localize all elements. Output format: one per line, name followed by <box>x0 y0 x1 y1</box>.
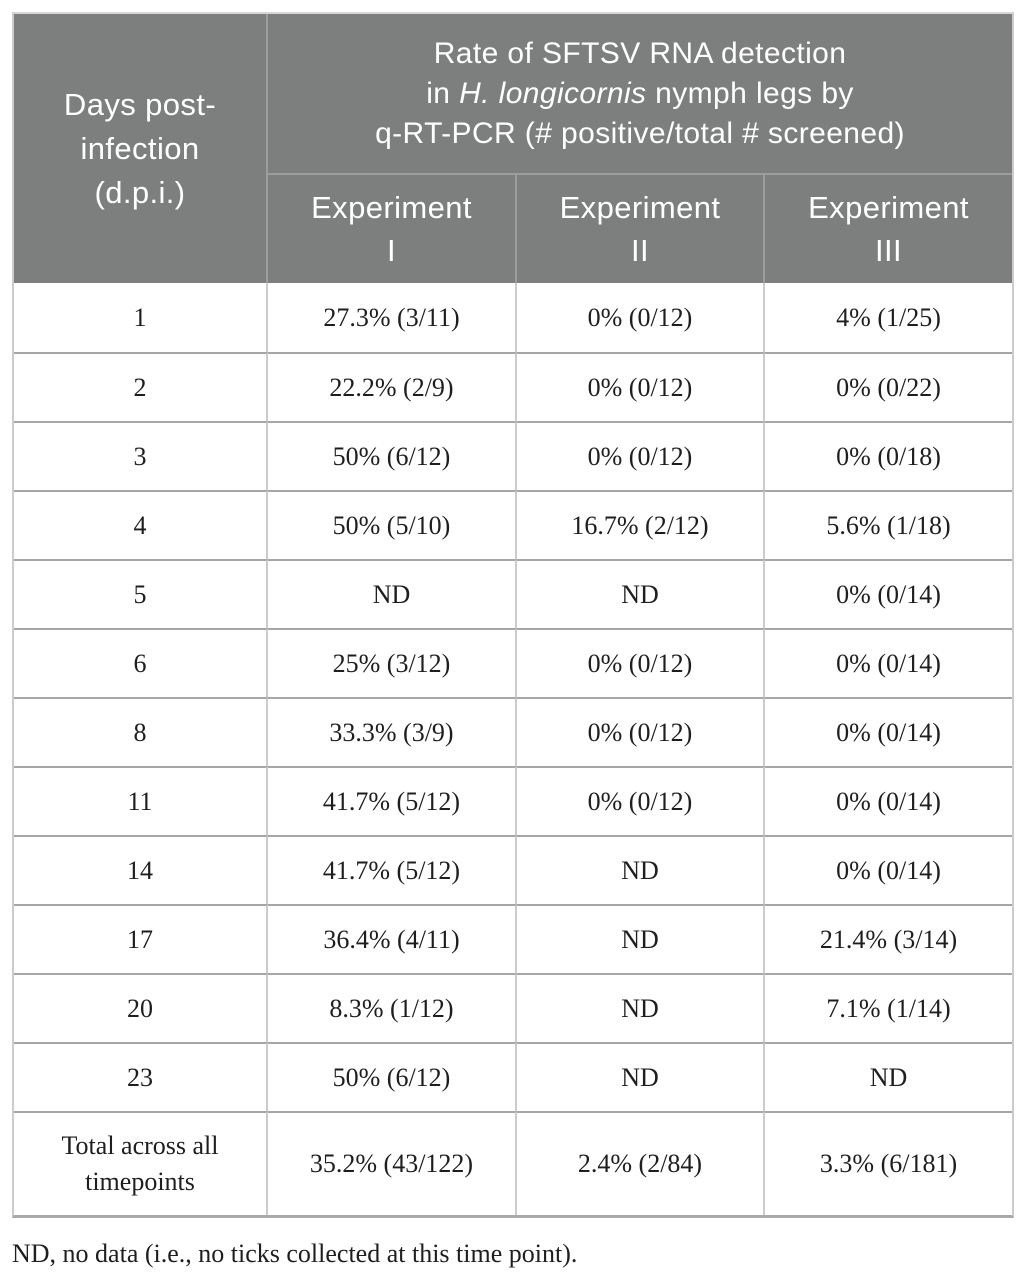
experiment-2-value-cell: 0% (0/12) <box>517 283 765 352</box>
dpi-cell: 11 <box>14 766 268 835</box>
column-group-header-detection-rate: Rate of SFTSV RNA detection in H. longic… <box>268 14 1013 175</box>
experiment-1-value-cell: 8.3% (1/12) <box>268 973 517 1042</box>
table-body: 1 27.3% (3/11) 0% (0/12) 4% (1/25) 2 22.… <box>14 283 1013 1215</box>
table-row-total: Total across all timepoints 35.2% (43/12… <box>14 1111 1013 1215</box>
corner-header-line3: (d.p.i.) <box>94 174 186 210</box>
span-header-line2: in H. longicornis nymph legs by <box>268 74 1012 114</box>
experiment-1-value-cell: 50% (6/12) <box>268 1042 517 1111</box>
experiment-1-value-cell: 27.3% (3/11) <box>268 283 517 352</box>
table-row: 2 22.2% (2/9) 0% (0/12) 0% (0/22) <box>14 352 1013 421</box>
dpi-cell: 23 <box>14 1042 268 1111</box>
experiment-2-value-cell: ND <box>517 973 765 1042</box>
experiment-2-value-cell: ND <box>517 904 765 973</box>
experiment-2-value-cell: 16.7% (2/12) <box>517 490 765 559</box>
species-name-italic: H. longicornis <box>459 76 647 110</box>
experiment-1-value-cell: 50% (6/12) <box>268 421 517 490</box>
column-header-experiment-3: Experiment III <box>765 175 1013 283</box>
experiment-3-word: Experiment <box>808 190 969 225</box>
experiment-3-numeral: III <box>874 233 903 268</box>
experiment-1-value-cell: 50% (5/10) <box>268 490 517 559</box>
experiment-1-value-cell: 41.7% (5/12) <box>268 835 517 904</box>
span-header-line1: Rate of SFTSV RNA detection <box>433 36 847 70</box>
experiment-3-value-cell: 5.6% (1/18) <box>765 490 1013 559</box>
table-row: 20 8.3% (1/12) ND 7.1% (1/14) <box>14 973 1013 1042</box>
dpi-cell: 3 <box>14 421 268 490</box>
dpi-cell: 20 <box>14 973 268 1042</box>
experiment-3-value-cell: 0% (0/14) <box>765 559 1013 628</box>
dpi-cell: 2 <box>14 352 268 421</box>
experiment-2-value-cell: ND <box>517 835 765 904</box>
experiment-2-word: Experiment <box>559 190 721 225</box>
experiment-3-value-cell: 0% (0/14) <box>765 835 1013 904</box>
experiment-3-value-cell: 0% (0/14) <box>765 697 1013 766</box>
experiment-3-value-cell: 0% (0/14) <box>765 628 1013 697</box>
table-row: 1 27.3% (3/11) 0% (0/12) 4% (1/25) <box>14 283 1013 352</box>
experiment-3-value-cell: 0% (0/18) <box>765 421 1013 490</box>
experiment-1-value-cell: 41.7% (5/12) <box>268 766 517 835</box>
total-label-cell: Total across all timepoints <box>14 1111 268 1215</box>
experiment-2-value-cell: ND <box>517 1042 765 1111</box>
table-row: 8 33.3% (3/9) 0% (0/12) 0% (0/14) <box>14 697 1013 766</box>
experiment-2-value-cell: 0% (0/12) <box>517 697 765 766</box>
experiment-1-value-cell: ND <box>268 559 517 628</box>
dpi-cell: 17 <box>14 904 268 973</box>
experiment-3-value-cell: ND <box>765 1042 1013 1111</box>
span-header-line2-suffix: nymph legs by <box>646 76 854 110</box>
experiment-2-numeral: II <box>630 233 650 268</box>
table-row: 14 41.7% (5/12) ND 0% (0/14) <box>14 835 1013 904</box>
table-row: 17 36.4% (4/11) ND 21.4% (3/14) <box>14 904 1013 973</box>
experiment-1-value-cell: 33.3% (3/9) <box>268 697 517 766</box>
dpi-cell: 4 <box>14 490 268 559</box>
experiment-1-total-cell: 35.2% (43/122) <box>268 1111 517 1215</box>
table-row: 23 50% (6/12) ND ND <box>14 1042 1013 1111</box>
experiment-3-value-cell: 7.1% (1/14) <box>765 973 1013 1042</box>
dpi-cell: 6 <box>14 628 268 697</box>
experiment-3-value-cell: 0% (0/22) <box>765 352 1013 421</box>
column-header-experiment-1: Experiment I <box>268 175 517 283</box>
table-header: Days post- infection (d.p.i.) Rate of SF… <box>14 14 1013 283</box>
table-footnote: ND, no data (i.e., no ticks collected at… <box>12 1239 578 1268</box>
table-row: 4 50% (5/10) 16.7% (2/12) 5.6% (1/18) <box>14 490 1013 559</box>
table-row: 11 41.7% (5/12) 0% (0/12) 0% (0/14) <box>14 766 1013 835</box>
span-header-line3: q-RT-PCR (# positive/total # screened) <box>375 116 905 150</box>
corner-header-line2: infection <box>80 130 200 166</box>
dpi-cell: 8 <box>14 697 268 766</box>
span-header-line2-prefix: in <box>426 76 460 110</box>
experiment-1-word: Experiment <box>311 190 472 225</box>
experiment-1-numeral: I <box>386 233 396 268</box>
sftsv-detection-rate-table: Days post- infection (d.p.i.) Rate of SF… <box>12 12 1015 1218</box>
experiment-1-value-cell: 22.2% (2/9) <box>268 352 517 421</box>
experiment-2-value-cell: 0% (0/12) <box>517 766 765 835</box>
table-row: 6 25% (3/12) 0% (0/12) 0% (0/14) <box>14 628 1013 697</box>
experiment-2-value-cell: ND <box>517 559 765 628</box>
experiment-3-value-cell: 21.4% (3/14) <box>765 904 1013 973</box>
table-row: 5 ND ND 0% (0/14) <box>14 559 1013 628</box>
dpi-cell: 5 <box>14 559 268 628</box>
experiment-3-value-cell: 4% (1/25) <box>765 283 1013 352</box>
table-row: 3 50% (6/12) 0% (0/12) 0% (0/18) <box>14 421 1013 490</box>
dpi-cell: 14 <box>14 835 268 904</box>
experiment-2-total-cell: 2.4% (2/84) <box>517 1111 765 1215</box>
experiment-2-value-cell: 0% (0/12) <box>517 421 765 490</box>
column-header-experiment-2: Experiment II <box>517 175 765 283</box>
experiment-3-value-cell: 0% (0/14) <box>765 766 1013 835</box>
experiment-1-value-cell: 36.4% (4/11) <box>268 904 517 973</box>
experiment-1-value-cell: 25% (3/12) <box>268 628 517 697</box>
corner-header-line1: Days post- <box>63 86 217 122</box>
experiment-3-total-cell: 3.3% (6/181) <box>765 1111 1013 1215</box>
experiment-2-value-cell: 0% (0/12) <box>517 352 765 421</box>
experiment-2-value-cell: 0% (0/12) <box>517 628 765 697</box>
dpi-cell: 1 <box>14 283 268 352</box>
column-header-days-post-infection: Days post- infection (d.p.i.) <box>14 14 268 283</box>
